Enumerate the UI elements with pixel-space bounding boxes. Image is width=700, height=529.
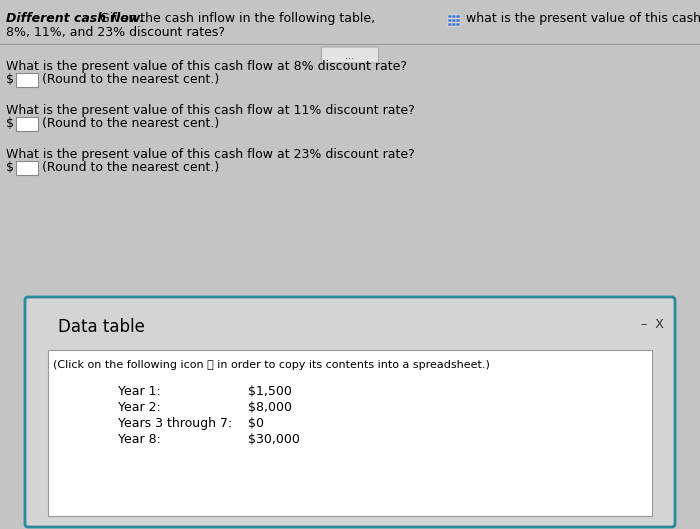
Text: (Round to the nearest cent.): (Round to the nearest cent.) xyxy=(42,73,219,86)
Text: Given the cash inflow in the following table,: Given the cash inflow in the following t… xyxy=(92,12,375,25)
Text: Data table: Data table xyxy=(58,318,145,336)
Text: (Round to the nearest cent.): (Round to the nearest cent.) xyxy=(42,117,219,130)
Text: $: $ xyxy=(6,161,14,174)
Text: Year 8:: Year 8: xyxy=(118,433,161,446)
Text: $: $ xyxy=(6,117,14,130)
FancyBboxPatch shape xyxy=(25,297,675,527)
Bar xyxy=(16,117,38,131)
Text: What is the present value of this cash flow at 11% discount rate?: What is the present value of this cash f… xyxy=(6,104,414,117)
Text: $8,000: $8,000 xyxy=(248,401,292,414)
Text: What is the present value of this cash flow at 8% discount rate?: What is the present value of this cash f… xyxy=(6,60,407,73)
Text: Different cash flow.: Different cash flow. xyxy=(6,12,144,25)
Bar xyxy=(448,14,452,18)
Bar xyxy=(16,161,38,175)
Bar xyxy=(456,23,459,26)
Text: $1,500: $1,500 xyxy=(248,385,292,398)
Bar xyxy=(452,23,456,26)
FancyBboxPatch shape xyxy=(321,47,379,63)
Bar xyxy=(456,19,459,22)
Bar xyxy=(48,350,652,516)
Text: $30,000: $30,000 xyxy=(248,433,300,446)
Bar xyxy=(16,73,38,87)
Text: What is the present value of this cash flow at 23% discount rate?: What is the present value of this cash f… xyxy=(6,148,414,161)
Text: $0: $0 xyxy=(248,417,264,430)
Text: Years 3 through 7:: Years 3 through 7: xyxy=(118,417,232,430)
Text: (Click on the following icon ⧉ in order to copy its contents into a spreadsheet.: (Click on the following icon ⧉ in order … xyxy=(53,360,490,370)
Bar xyxy=(452,14,456,18)
Text: (Round to the nearest cent.): (Round to the nearest cent.) xyxy=(42,161,219,174)
Text: –  X: – X xyxy=(641,318,664,331)
Text: ...: ... xyxy=(346,51,354,61)
Bar xyxy=(448,19,452,22)
Bar xyxy=(456,14,459,18)
Bar xyxy=(448,23,452,26)
Bar xyxy=(452,19,456,22)
Text: what is the present value of this cash flow at: what is the present value of this cash f… xyxy=(462,12,700,25)
Text: 8%, 11%, and 23% discount rates?: 8%, 11%, and 23% discount rates? xyxy=(6,26,225,39)
Text: $: $ xyxy=(6,73,14,86)
Text: Year 2:: Year 2: xyxy=(118,401,161,414)
Text: Year 1:: Year 1: xyxy=(118,385,161,398)
